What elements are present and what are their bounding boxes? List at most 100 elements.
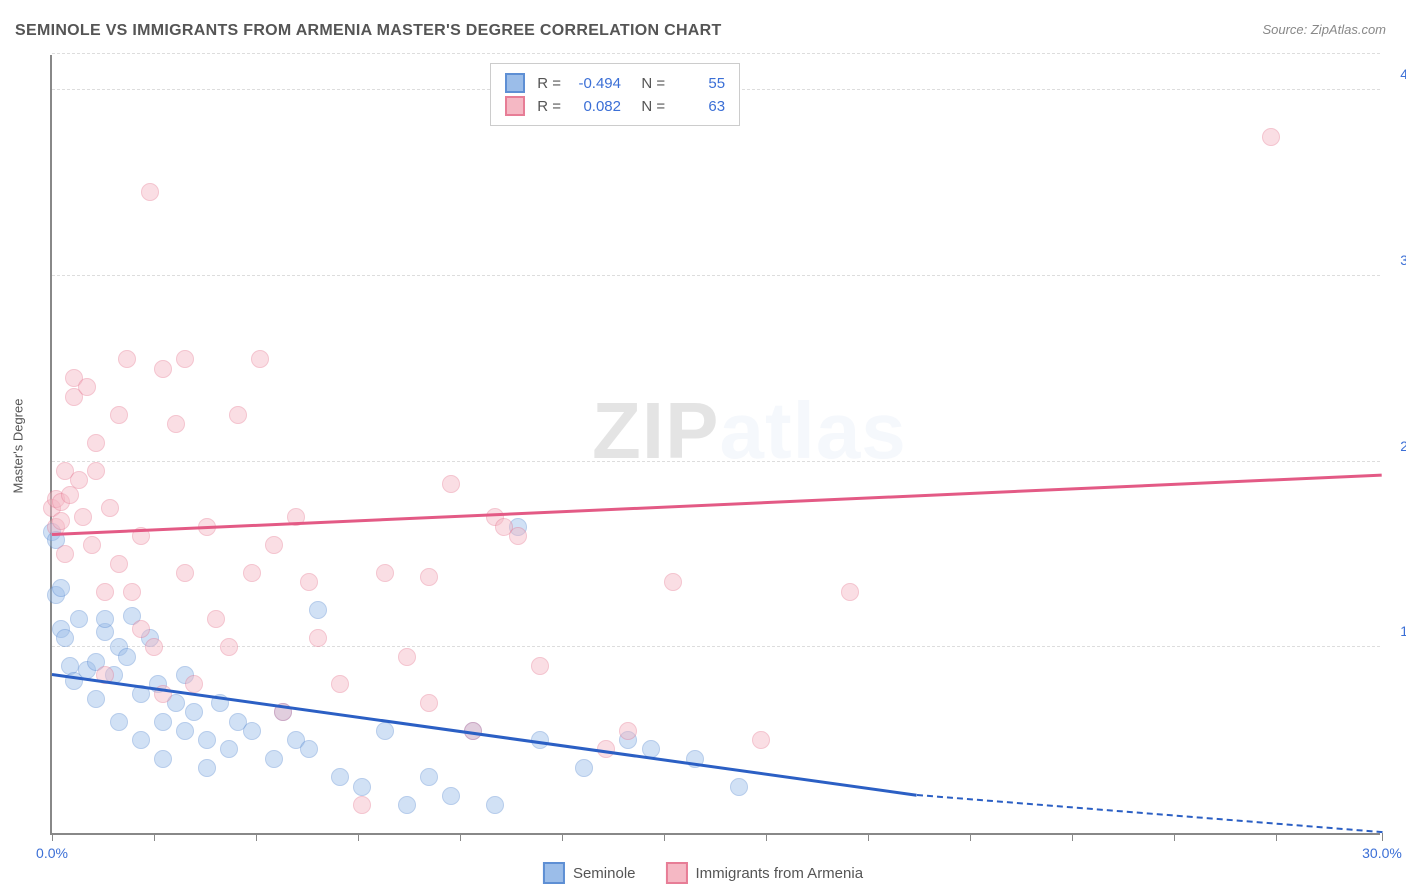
- stat-r-label: R =: [537, 75, 561, 92]
- data-point: [198, 731, 216, 749]
- data-point: [118, 350, 136, 368]
- legend: Seminole Immigrants from Armenia: [543, 862, 863, 884]
- xtick-label: 0.0%: [36, 845, 68, 861]
- source-label: Source: ZipAtlas.com: [1262, 22, 1386, 37]
- legend-label: Seminole: [573, 865, 636, 882]
- data-point: [70, 471, 88, 489]
- xtick: [358, 833, 359, 841]
- stat-r-value: 0.082: [573, 98, 621, 115]
- xtick: [766, 833, 767, 841]
- data-point: [486, 796, 504, 814]
- data-point: [52, 579, 70, 597]
- data-point: [87, 462, 105, 480]
- data-point: [376, 722, 394, 740]
- legend-swatch: [543, 862, 565, 884]
- data-point: [331, 768, 349, 786]
- xtick: [664, 833, 665, 841]
- legend-label: Immigrants from Armenia: [696, 865, 864, 882]
- data-point: [167, 415, 185, 433]
- data-point: [185, 675, 203, 693]
- data-point: [96, 583, 114, 601]
- ytick-label: 10.0%: [1400, 623, 1406, 639]
- data-point: [83, 536, 101, 554]
- gridline: [52, 461, 1380, 462]
- data-point: [376, 564, 394, 582]
- xtick: [1276, 833, 1277, 841]
- data-point: [664, 573, 682, 591]
- data-point: [132, 731, 150, 749]
- data-point: [87, 434, 105, 452]
- data-point: [300, 573, 318, 591]
- data-point: [207, 610, 225, 628]
- data-point: [300, 740, 318, 758]
- xtick: [52, 833, 53, 841]
- stats-box: R = -0.494 N = 55R = 0.082 N = 63: [490, 63, 740, 126]
- data-point: [220, 740, 238, 758]
- data-point: [154, 750, 172, 768]
- ytick-label: 20.0%: [1400, 438, 1406, 454]
- data-point: [176, 350, 194, 368]
- watermark: ZIPatlas: [592, 385, 907, 477]
- data-point: [176, 564, 194, 582]
- data-point: [220, 638, 238, 656]
- stat-n-value: 55: [677, 75, 725, 92]
- data-point: [420, 768, 438, 786]
- legend-item: Immigrants from Armenia: [666, 862, 864, 884]
- data-point: [132, 620, 150, 638]
- stats-row: R = -0.494 N = 55: [505, 73, 725, 93]
- ytick-label: 40.0%: [1400, 66, 1406, 82]
- data-point: [251, 350, 269, 368]
- data-point: [110, 713, 128, 731]
- xtick-label: 30.0%: [1362, 845, 1402, 861]
- data-point: [353, 796, 371, 814]
- data-point: [309, 601, 327, 619]
- data-point: [229, 406, 247, 424]
- data-point: [56, 629, 74, 647]
- data-point: [243, 564, 261, 582]
- series-swatch: [505, 96, 525, 116]
- legend-item: Seminole: [543, 862, 636, 884]
- data-point: [509, 527, 527, 545]
- trend-line: [916, 794, 1382, 833]
- data-point: [70, 610, 88, 628]
- data-point: [353, 778, 371, 796]
- data-point: [420, 568, 438, 586]
- data-point: [96, 610, 114, 628]
- data-point: [52, 512, 70, 530]
- xtick: [1174, 833, 1175, 841]
- data-point: [841, 583, 859, 601]
- data-point: [398, 796, 416, 814]
- stats-row: R =0.082 N =63: [505, 96, 725, 116]
- data-point: [123, 583, 141, 601]
- gridline: [52, 646, 1380, 647]
- plot-area: 10.0%20.0%30.0%40.0%0.0%30.0%ZIPatlasR =…: [50, 55, 1380, 835]
- series-swatch: [505, 73, 525, 93]
- xtick: [256, 833, 257, 841]
- stat-r-value: -0.494: [573, 75, 621, 92]
- chart-title: SEMINOLE VS IMMIGRANTS FROM ARMENIA MAST…: [15, 22, 722, 40]
- trend-line: [52, 474, 1382, 536]
- stat-n-label: N =: [633, 98, 665, 115]
- y-axis-label: Master's Degree: [11, 399, 26, 494]
- xtick: [1382, 833, 1383, 841]
- stat-n-value: 63: [677, 98, 725, 115]
- data-point: [145, 638, 163, 656]
- gridline: [52, 275, 1380, 276]
- data-point: [265, 536, 283, 554]
- xtick: [460, 833, 461, 841]
- data-point: [87, 690, 105, 708]
- data-point: [309, 629, 327, 647]
- data-point: [331, 675, 349, 693]
- gridline: [52, 53, 1380, 54]
- data-point: [74, 508, 92, 526]
- data-point: [101, 499, 119, 517]
- data-point: [110, 406, 128, 424]
- xtick: [970, 833, 971, 841]
- ytick-label: 30.0%: [1400, 252, 1406, 268]
- data-point: [78, 378, 96, 396]
- data-point: [185, 703, 203, 721]
- stat-n-label: N =: [633, 75, 665, 92]
- data-point: [442, 787, 460, 805]
- data-point: [752, 731, 770, 749]
- data-point: [110, 555, 128, 573]
